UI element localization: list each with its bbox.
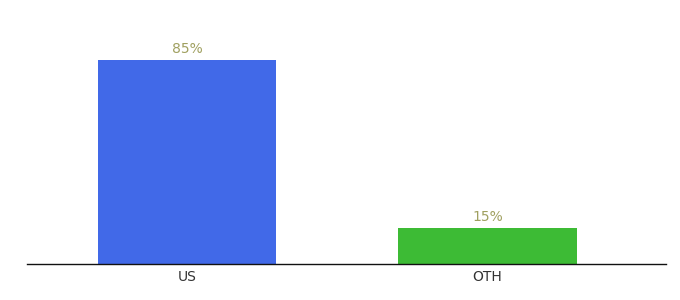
Bar	[97, 60, 277, 264]
Text: 85%: 85%	[171, 42, 203, 56]
Bar	[398, 228, 577, 264]
Text: 15%: 15%	[472, 210, 503, 224]
